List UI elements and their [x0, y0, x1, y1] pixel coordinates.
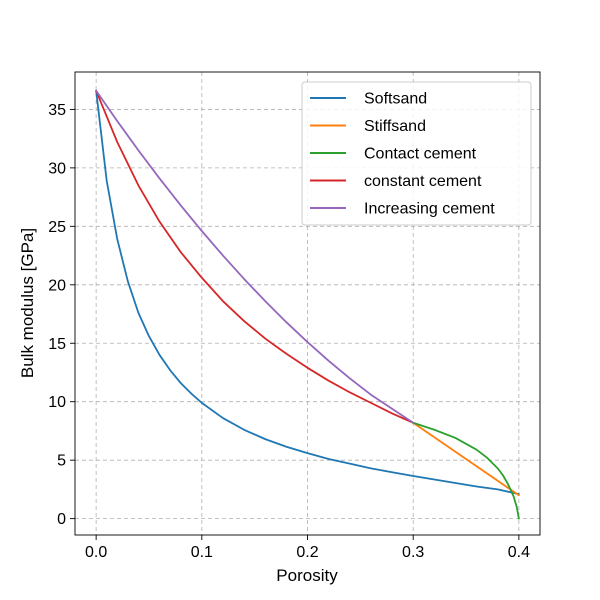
y-tick-label: 5 — [57, 453, 66, 470]
series-line-increasing-cement — [95, 89, 415, 424]
series-lines — [95, 89, 520, 520]
y-tick-label: 20 — [48, 277, 66, 294]
x-tick-label: 0.3 — [402, 544, 424, 561]
x-tick-label: 0.4 — [508, 544, 530, 561]
x-tick-label: 0.2 — [296, 544, 318, 561]
series-line-constant-cement — [95, 89, 415, 424]
y-tick-label: 15 — [48, 336, 66, 353]
x-tick-label: 0.1 — [191, 544, 213, 561]
legend-label-constant-cement: constant cement — [364, 173, 482, 190]
legend: Softsand Stiffsand Contact cement constant … — [301, 81, 532, 226]
x-axis-label: Porosity — [276, 566, 338, 585]
series-line-softsand — [95, 89, 520, 495]
y-tick-label: 35 — [48, 102, 66, 119]
y-axis-label: Bulk modulus [GPa] — [18, 228, 37, 378]
y-axis-ticks: 0 5 10 15 20 25 30 35 — [48, 102, 75, 528]
series-line-stiffsand — [412, 421, 520, 497]
legend-box — [301, 81, 532, 226]
x-axis-ticks: 0.0 0.1 0.2 0.3 0.4 — [85, 535, 530, 561]
legend-label-softsand: Softsand — [364, 91, 427, 108]
y-tick-label: 10 — [48, 394, 66, 411]
legend-label-stiffsand: Stiffsand — [364, 118, 426, 135]
x-tick-label: 0.0 — [85, 544, 107, 561]
y-tick-label: 0 — [57, 511, 66, 528]
series-line-contact-cement — [412, 421, 520, 520]
y-tick-label: 25 — [48, 219, 66, 236]
legend-label-increasing-cement: Increasing cement — [364, 201, 495, 218]
y-tick-label: 30 — [48, 160, 66, 177]
legend-label-contact-cement: Contact cement — [364, 146, 477, 163]
